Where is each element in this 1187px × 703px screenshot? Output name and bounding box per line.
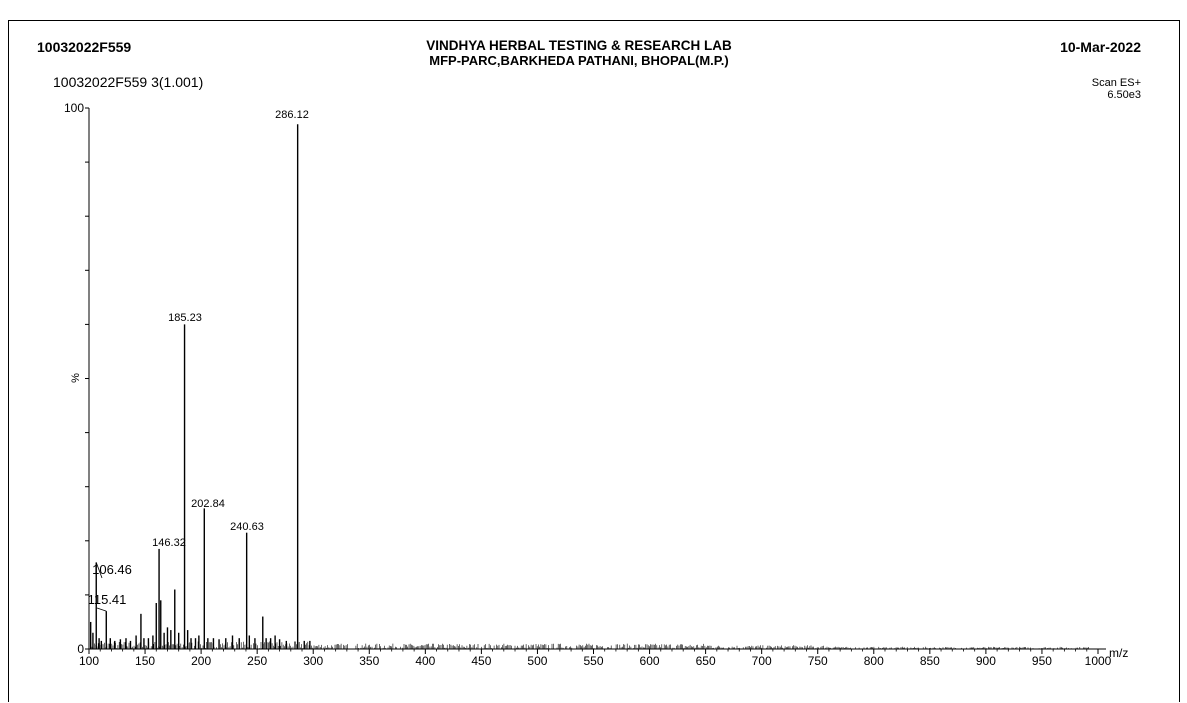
x-tick-label: 600 xyxy=(640,654,660,668)
x-tick-label: 350 xyxy=(359,654,379,668)
report-frame: 10032022F559 VINDHYA HERBAL TESTING & RE… xyxy=(8,20,1180,702)
x-axis-label: m/z xyxy=(1109,646,1128,660)
chart-axes xyxy=(88,108,1106,650)
lab-name: VINDHYA HERBAL TESTING & RESEARCH LAB xyxy=(426,38,732,53)
lab-address: MFP-PARC,BARKHEDA PATHANI, BHOPAL(M.P.) xyxy=(429,53,729,68)
x-tick-label: 150 xyxy=(135,654,155,668)
x-tick-label: 650 xyxy=(696,654,716,668)
peak-label: 106.46 xyxy=(92,562,132,577)
scan-mode: Scan ES+ xyxy=(1091,77,1141,89)
x-tick-label: 400 xyxy=(415,654,435,668)
peak-label-leader xyxy=(95,562,103,579)
x-tick-label: 900 xyxy=(976,654,996,668)
peak-label-leader xyxy=(96,607,107,612)
y-axis-ticks: 0 100 xyxy=(64,101,89,656)
mass-spectrum-chart: 100 150 200 250 300 350 400 450 500 550 600 650 700 7… xyxy=(64,101,1128,668)
y-tick-label: 0 xyxy=(77,642,84,656)
x-tick-label: 700 xyxy=(752,654,772,668)
x-axis-ticks: 100 150 200 250 300 350 400 450 500 550 600 650 700 7… xyxy=(79,649,1112,668)
x-tick-label: 850 xyxy=(920,654,940,668)
x-tick-label: 300 xyxy=(303,654,323,668)
x-tick-label: 950 xyxy=(1032,654,1052,668)
peak-label: 185.23 xyxy=(168,312,202,324)
x-tick-label: 250 xyxy=(247,654,267,668)
x-tick-label: 100 xyxy=(79,654,99,668)
x-tick-label: 550 xyxy=(583,654,603,668)
spectrum-peaks xyxy=(89,124,311,649)
peak-label: 240.63 xyxy=(230,521,264,533)
x-tick-label: 1000 xyxy=(1085,654,1112,668)
x-tick-label: 450 xyxy=(471,654,491,668)
y-tick-label: 100 xyxy=(64,101,84,115)
x-tick-label: 800 xyxy=(864,654,884,668)
noise-lines xyxy=(90,641,1089,649)
scan-label: 10032022F559 3(1.001) xyxy=(53,74,204,90)
peak-label: 146.32 xyxy=(152,537,186,549)
x-tick-label: 750 xyxy=(808,654,828,668)
peak-label: 286.12 xyxy=(275,109,309,121)
baseline-noise xyxy=(90,641,1089,649)
y-axis-label: % xyxy=(70,373,82,383)
peak-labels: 106.46 115.41 146.32 185.23 202.84 240.63 286.… xyxy=(88,109,309,612)
peak-label: 202.84 xyxy=(191,498,225,510)
x-tick-label: 500 xyxy=(527,654,547,668)
x-tick-label: 200 xyxy=(191,654,211,668)
peak-label: 115.41 xyxy=(88,592,127,607)
base-peak-intensity: 6.50e3 xyxy=(1107,89,1141,101)
sample-id: 10032022F559 xyxy=(37,39,132,55)
report-date: 10-Mar-2022 xyxy=(1060,39,1141,55)
